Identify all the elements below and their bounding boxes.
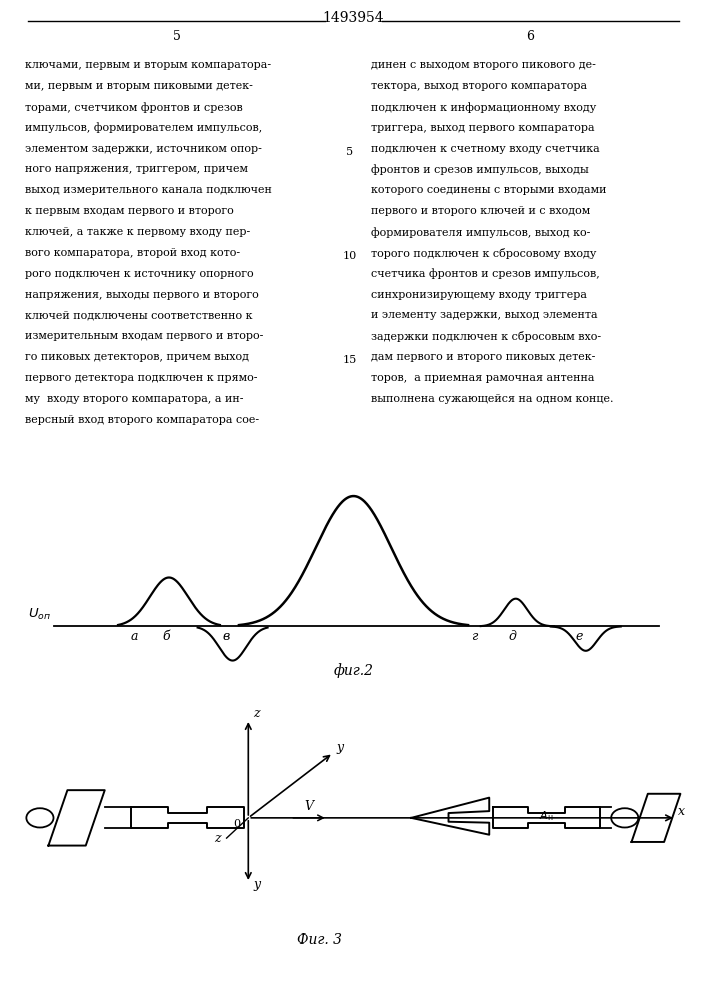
Text: e: e [575,630,583,643]
Text: z: z [214,832,221,845]
Text: фиг.2: фиг.2 [334,664,373,678]
Text: Фиг. 3: Фиг. 3 [297,933,342,947]
Text: б: б [162,630,170,643]
Text: a: a [130,630,138,643]
Text: и элементу задержки, выход элемента: и элементу задержки, выход элемента [371,310,598,320]
Text: импульсов, формирователем импульсов,: импульсов, формирователем импульсов, [25,123,262,133]
Text: x: x [678,805,685,818]
Text: 15: 15 [343,355,357,365]
Text: торами, счетчиком фронтов и срезов: торами, счетчиком фронтов и срезов [25,102,243,113]
Text: 5: 5 [173,30,181,43]
Text: 1493954: 1493954 [322,11,385,25]
Text: подключен к информационному входу: подключен к информационному входу [371,102,597,113]
Text: V: V [304,800,313,813]
Text: ключами, первым и вторым компаратора-: ключами, первым и вторым компаратора- [25,60,271,70]
Text: ми, первым и вторым пиковыми детек-: ми, первым и вторым пиковыми детек- [25,81,252,91]
Text: ключей подключены соответственно к: ключей подключены соответственно к [25,310,252,320]
Text: y: y [337,741,344,754]
Text: триггера, выход первого компаратора: триггера, выход первого компаратора [371,123,595,133]
Text: формирователя импульсов, выход ко-: формирователя импульсов, выход ко- [371,227,590,238]
Text: рого подключен к источнику опорного: рого подключен к источнику опорного [25,269,253,279]
Text: измерительным входам первого и второ-: измерительным входам первого и второ- [25,331,263,341]
Text: $A_{\rm н}$: $A_{\rm н}$ [539,810,554,823]
Text: напряжения, выходы первого и второго: напряжения, выходы первого и второго [25,290,259,300]
Text: первого детектора подключен к прямо-: первого детектора подключен к прямо- [25,373,257,383]
Text: динен с выходом второго пикового де-: динен с выходом второго пикового де- [371,60,596,70]
Text: элементом задержки, источником опор-: элементом задержки, источником опор- [25,144,262,154]
Text: выполнена сужающейся на одном конце.: выполнена сужающейся на одном конце. [371,394,614,404]
Text: ного напряжения, триггером, причем: ного напряжения, триггером, причем [25,164,247,174]
Text: торов,  а приемная рамочная антенна: торов, а приемная рамочная антенна [371,373,595,383]
Text: го пиковых детекторов, причем выход: го пиковых детекторов, причем выход [25,352,249,362]
Text: торого подключен к сбросовому входу: торого подключен к сбросовому входу [371,248,597,259]
Text: д: д [508,630,517,643]
Text: дам первого и второго пиковых детек-: дам первого и второго пиковых детек- [371,352,595,362]
Text: 6: 6 [526,30,534,43]
Text: которого соединены с вторыми входами: которого соединены с вторыми входами [371,185,607,195]
Text: ключей, а также к первому входу пер-: ключей, а также к первому входу пер- [25,227,250,237]
Text: первого и второго ключей и с входом: первого и второго ключей и с входом [371,206,590,216]
Text: вого компаратора, второй вход кото-: вого компаратора, второй вход кото- [25,248,240,258]
Text: $\it{U_{оп}}$: $\it{U_{оп}}$ [28,607,52,622]
Text: в: в [223,630,230,643]
Text: 0: 0 [233,819,240,829]
Text: фронтов и срезов импульсов, выходы: фронтов и срезов импульсов, выходы [371,164,589,175]
Text: к первым входам первого и второго: к первым входам первого и второго [25,206,233,216]
Text: 10: 10 [343,251,357,261]
Text: счетчика фронтов и срезов импульсов,: счетчика фронтов и срезов импульсов, [371,269,600,279]
Text: выход измерительного канала подключен: выход измерительного канала подключен [25,185,271,195]
Text: синхронизирующему входу триггера: синхронизирующему входу триггера [371,290,588,300]
Text: задержки подключен к сбросовым вхо-: задержки подключен к сбросовым вхо- [371,331,601,342]
Text: г: г [471,630,478,643]
Text: му  входу второго компаратора, а ин-: му входу второго компаратора, а ин- [25,394,243,404]
Text: z: z [253,707,259,720]
Text: подключен к счетному входу счетчика: подключен к счетному входу счетчика [371,144,600,154]
Text: 5: 5 [346,147,354,157]
Text: y: y [253,878,260,891]
Text: тектора, выход второго компаратора: тектора, выход второго компаратора [371,81,588,91]
Text: версный вход второго компаратора сое-: версный вход второго компаратора сое- [25,415,259,425]
